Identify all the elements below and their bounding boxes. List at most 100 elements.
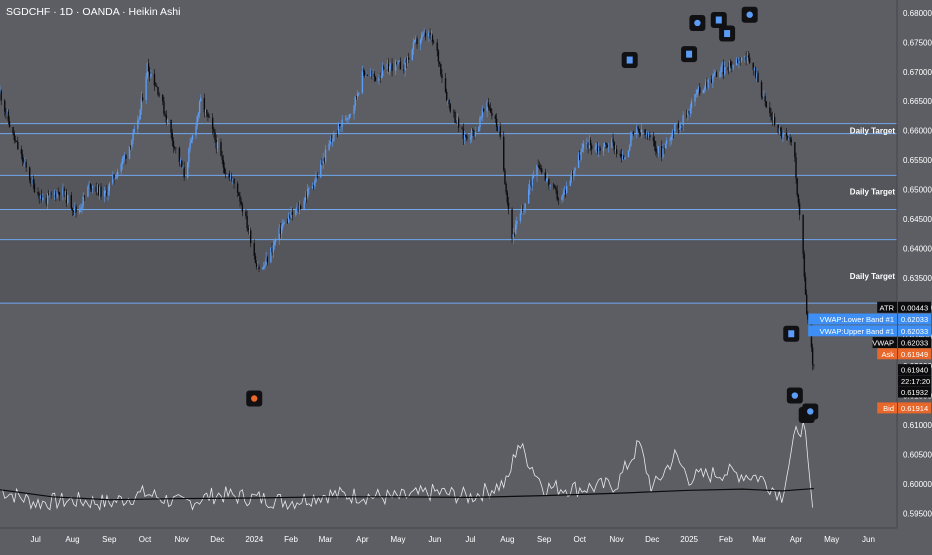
- candle-body: [315, 176, 317, 182]
- candle-body: [416, 38, 418, 45]
- candle-body: [454, 112, 456, 123]
- candle-body: [545, 179, 548, 181]
- candle-body: [688, 110, 690, 114]
- price-label: Bid 0.61914: [877, 402, 931, 414]
- blue-square-icon: [724, 30, 731, 38]
- candle-body: [782, 132, 784, 138]
- candle-body: [694, 94, 696, 102]
- candle-body: [438, 61, 441, 64]
- candle-body: [390, 63, 392, 67]
- candle-body: [466, 136, 468, 140]
- candle-body: [175, 147, 177, 149]
- candle-body: [732, 65, 734, 69]
- time-tick-label: Aug: [500, 535, 514, 544]
- candle-body: [14, 140, 17, 141]
- event-marker: [689, 14, 706, 31]
- price-label-name-box: [808, 325, 897, 337]
- price-label-value-box: [898, 313, 931, 325]
- candle-body: [33, 183, 36, 193]
- range-band: [0, 239, 897, 304]
- candle-body: [361, 70, 364, 93]
- candle-body: [745, 56, 747, 61]
- candle-body: [64, 191, 67, 196]
- candle-body: [307, 188, 309, 198]
- candle-body: [145, 76, 147, 101]
- candle-body: [469, 137, 472, 140]
- volume-line: [0, 421, 814, 511]
- candle-body: [514, 224, 517, 235]
- candle-body: [606, 144, 608, 148]
- event-marker: [741, 6, 758, 23]
- candle-body: [49, 193, 51, 196]
- candle-body: [772, 116, 775, 120]
- candle-body: [440, 63, 442, 75]
- candle-body: [116, 171, 119, 177]
- candle-body: [422, 34, 424, 36]
- candle-body: [121, 158, 124, 165]
- candle-body: [278, 227, 280, 240]
- candle-body: [563, 190, 566, 195]
- candle-body: [58, 192, 61, 196]
- blue-dot-icon: [694, 19, 701, 27]
- candle-body: [279, 227, 282, 234]
- candle-body: [200, 98, 202, 102]
- candle-body: [239, 195, 241, 202]
- candle-body: [607, 147, 609, 149]
- candle-body: [482, 109, 485, 112]
- candle-body: [24, 161, 26, 163]
- candle-body: [424, 32, 427, 37]
- candle-body: [797, 194, 800, 204]
- candle-body: [699, 87, 701, 94]
- candle-body: [291, 211, 293, 215]
- range-band: [0, 123, 897, 134]
- candle-body: [505, 183, 507, 193]
- candle-body: [336, 133, 339, 135]
- candle-body: [356, 93, 359, 98]
- candle-body: [769, 107, 771, 113]
- candle-body: [696, 89, 699, 95]
- candle-body: [373, 73, 375, 78]
- candle-body: [788, 137, 790, 139]
- candle-body: [495, 118, 498, 127]
- candle-body: [30, 180, 32, 184]
- candle-body: [710, 79, 713, 83]
- candle-body: [472, 129, 474, 131]
- candle-body: [290, 211, 292, 219]
- candle-body: [785, 132, 788, 137]
- price-label-value-box: [898, 337, 931, 349]
- candle-body: [695, 94, 697, 95]
- candle-body: [448, 100, 450, 105]
- price-label: VWAP:Lower Band #1 0.62033: [808, 313, 931, 325]
- candle-body: [661, 146, 663, 158]
- candle-body: [773, 116, 776, 125]
- candle-body: [272, 244, 274, 253]
- candle-body: [764, 96, 766, 102]
- candle-body: [430, 35, 432, 38]
- candle-body: [653, 140, 656, 147]
- candle-body: [311, 185, 314, 189]
- candle-body: [474, 131, 476, 137]
- time-tick-label: Oct: [574, 535, 587, 544]
- candle-body: [25, 161, 27, 168]
- price-tick-label: 0.65500: [903, 156, 932, 165]
- candle-body: [365, 75, 367, 76]
- candle-body: [554, 185, 556, 188]
- candle-body: [23, 161, 25, 163]
- candle-body: [345, 119, 347, 121]
- candle-body: [38, 193, 40, 199]
- candle-body: [45, 197, 48, 204]
- candle-body: [519, 213, 522, 221]
- candle-body: [282, 224, 284, 227]
- event-marker: [621, 52, 638, 69]
- candle-body: [529, 180, 531, 190]
- price-label-name-box: [808, 313, 897, 325]
- candle-body: [671, 131, 674, 137]
- price-tick-label: 0.60500: [903, 450, 932, 459]
- candle-body: [263, 266, 265, 269]
- candle-body: [456, 118, 459, 123]
- event-marker: [246, 390, 263, 407]
- candle-body: [548, 178, 550, 186]
- range-band: [0, 175, 897, 210]
- candle-body: [195, 125, 197, 136]
